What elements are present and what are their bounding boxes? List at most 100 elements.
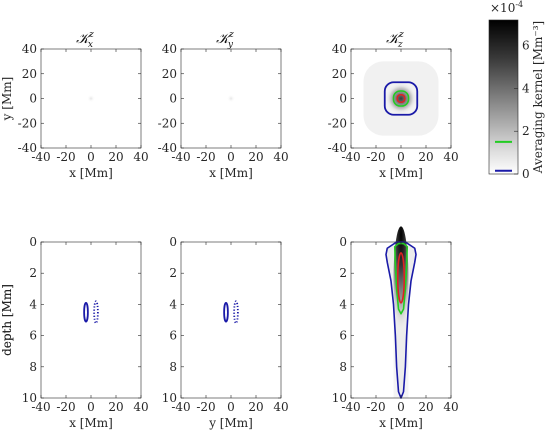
- faint-spot: [87, 94, 95, 103]
- contour-red: [396, 252, 406, 304]
- title-sup: z: [88, 30, 94, 40]
- y-tick-label: -40: [158, 141, 177, 155]
- x-axis-label: x [Mm]: [209, 166, 253, 180]
- x-tick-label: -40: [341, 400, 360, 414]
- x-tick-label: -40: [31, 150, 50, 164]
- exponent-base: ×10: [490, 1, 515, 15]
- y-tick-label: 2: [169, 266, 177, 280]
- x-tick-label: 40: [133, 400, 148, 414]
- y-tick-label: -40: [18, 141, 37, 155]
- panel-title: 𝒦z y: [216, 30, 234, 50]
- colorbar-tick-label: 4: [522, 81, 530, 95]
- y-tick-label: 40: [162, 42, 177, 56]
- x-tick-label: -40: [31, 400, 50, 414]
- colorbar-frame: [488, 19, 519, 175]
- x-tick-label: 20: [248, 400, 263, 414]
- y-tick-label: 40: [22, 42, 37, 56]
- y-tick-label: 8: [339, 360, 347, 374]
- contour-solid: [83, 301, 89, 323]
- title-sub: y: [227, 40, 234, 50]
- y-tick-label: 4: [29, 297, 37, 311]
- x-tick-label: 40: [443, 400, 458, 414]
- panel-title: 𝒦z x: [76, 30, 94, 50]
- contour-green: [392, 90, 410, 107]
- y-tick-label: 10: [162, 391, 177, 405]
- y-tick-label: 6: [339, 329, 347, 343]
- x-tick-label: 20: [418, 400, 433, 414]
- x-tick-label: 20: [108, 400, 123, 414]
- x-tick-label: -20: [366, 400, 385, 414]
- panel-title: 𝒦z z: [386, 30, 404, 50]
- y-tick-label: 0: [29, 92, 37, 106]
- x-tick-label: -20: [366, 150, 385, 164]
- y-tick-label: 20: [22, 67, 37, 81]
- y-tick-label: 0: [339, 92, 347, 106]
- x-tick-label: 0: [397, 150, 405, 164]
- plume-core: [393, 226, 409, 333]
- x-tick-label: 20: [418, 150, 433, 164]
- contour-blue: [385, 241, 417, 399]
- y-axis-label: depth [Mm]: [0, 284, 14, 356]
- y-tick-label: 0: [169, 235, 177, 249]
- plot-area: [41, 242, 141, 398]
- x-tick-label: -20: [196, 400, 215, 414]
- y-tick-label: 6: [169, 329, 177, 343]
- y-tick-label: 10: [22, 391, 37, 405]
- x-tick-label: 40: [273, 400, 288, 414]
- contour-green: [393, 242, 409, 315]
- x-tick-label: 0: [227, 400, 235, 414]
- colorbar-gradient: [489, 20, 518, 174]
- x-tick-label: 0: [87, 400, 95, 414]
- x-tick-label: 0: [87, 150, 95, 164]
- y-tick-label: 10: [332, 391, 347, 405]
- y-tick-label: 8: [169, 360, 177, 374]
- y-tick-label: -20: [18, 116, 37, 130]
- colorbar-tick-label: 6: [522, 39, 530, 53]
- plot-area: [181, 242, 281, 398]
- x-tick-label: 0: [397, 400, 405, 414]
- contour-dotted: [93, 300, 99, 325]
- x-axis-label: y [Mm]: [208, 416, 253, 430]
- title-sup: z: [228, 30, 234, 40]
- title-sub: z: [397, 40, 403, 50]
- panel-bot-y: -40 -20 0 20 40 0 2 4 6 8 10 y [Mm]: [162, 235, 289, 430]
- y-tick-label: -40: [328, 141, 347, 155]
- colorbar-label: Averaging kernel [Mm⁻³]: [531, 21, 545, 174]
- exponent-power: -4: [515, 0, 523, 9]
- x-tick-label: 20: [248, 150, 263, 164]
- x-axis-label: x [Mm]: [69, 166, 113, 180]
- y-tick-label: 20: [332, 67, 347, 81]
- y-tick-label: 4: [339, 297, 347, 311]
- x-tick-label: 40: [273, 150, 288, 164]
- y-axis-label: y [Mm]: [0, 77, 14, 122]
- panel-top-z: -40 -20 0 20 40 40 20 0 -20 -40 x [Mm] 𝒦z z: [328, 30, 459, 180]
- y-tick-label: 0: [169, 92, 177, 106]
- x-tick-label: -40: [171, 150, 190, 164]
- faint-spot: [227, 94, 235, 103]
- y-tick-label: 4: [169, 297, 177, 311]
- y-tick-label: 0: [29, 235, 37, 249]
- contour-dotted: [233, 300, 239, 325]
- colorbar: 0 2 4 6 ×10-4 Averaging kernel [Mm⁻³]: [488, 0, 545, 181]
- colorbar-exponent: ×10-4: [490, 0, 523, 15]
- y-tick-label: 40: [332, 42, 347, 56]
- contour-solid: [223, 301, 229, 323]
- panel-bot-x: -40 -20 0 20 40 0 2 4 6 8 10 x [Mm] depth [Mm]: [0, 235, 149, 430]
- x-tick-label: -20: [56, 150, 75, 164]
- x-tick-label: -40: [171, 400, 190, 414]
- y-tick-label: -20: [328, 116, 347, 130]
- x-tick-label: -40: [341, 150, 360, 164]
- y-tick-label: 6: [29, 329, 37, 343]
- y-tick-label: 2: [29, 266, 37, 280]
- title-sub: x: [88, 40, 93, 50]
- x-axis-label: x [Mm]: [379, 166, 423, 180]
- panel-top-x: -40 -20 0 20 40 40 20 0 -20 -40 x [Mm] y [Mm] 𝒦z x: [0, 30, 149, 180]
- x-axis-label: x [Mm]: [69, 416, 113, 430]
- colorbar-tick-label: 2: [522, 124, 530, 138]
- colorbar-tick-label: 0: [522, 167, 530, 181]
- kernel-core: [383, 81, 419, 116]
- x-tick-label: 0: [227, 150, 235, 164]
- x-tick-label: -20: [56, 400, 75, 414]
